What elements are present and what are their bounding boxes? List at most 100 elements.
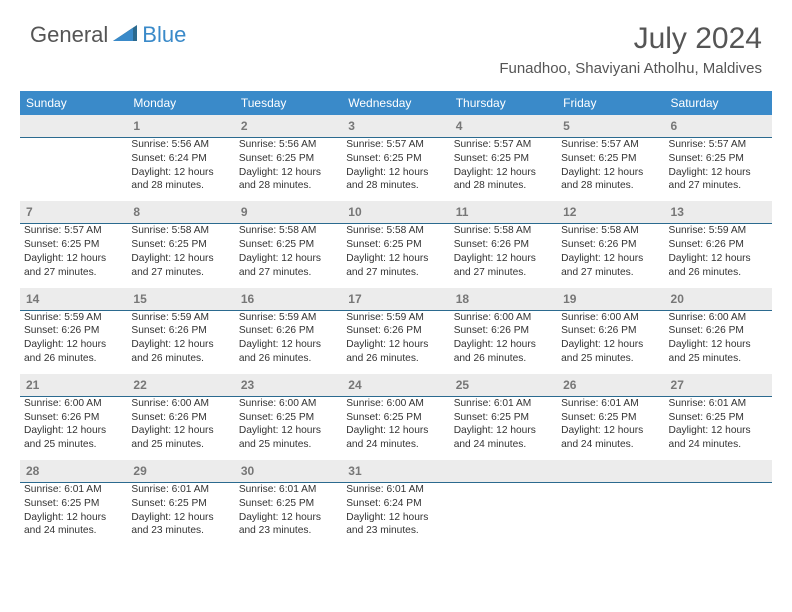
day-detail-row: Sunrise: 5:59 AMSunset: 6:26 PMDaylight:…: [20, 310, 772, 374]
daylight-line: Daylight: 12 hours and 27 minutes.: [239, 252, 338, 280]
day-detail-cell: Sunrise: 5:57 AMSunset: 6:25 PMDaylight:…: [20, 224, 127, 288]
daylight-line: Daylight: 12 hours and 28 minutes.: [239, 166, 338, 194]
day-number-cell: 31: [342, 460, 449, 483]
day-number-cell: 29: [127, 460, 234, 483]
day-number-cell: 1: [127, 115, 234, 138]
day-detail-cell: Sunrise: 5:56 AMSunset: 6:25 PMDaylight:…: [235, 138, 342, 202]
sunrise-line: Sunrise: 6:01 AM: [346, 483, 445, 497]
sunset-line: Sunset: 6:25 PM: [239, 497, 338, 511]
sunrise-line: Sunrise: 5:58 AM: [454, 224, 553, 238]
day-number-cell: 23: [235, 374, 342, 397]
day-number-cell: 7: [20, 201, 127, 224]
sunset-line: Sunset: 6:26 PM: [454, 238, 553, 252]
daylight-line: Daylight: 12 hours and 25 minutes.: [24, 424, 123, 452]
day-detail-cell: Sunrise: 6:00 AMSunset: 6:26 PMDaylight:…: [557, 310, 664, 374]
day-detail-cell: [20, 138, 127, 202]
day-number-cell: 15: [127, 288, 234, 311]
sunrise-line: Sunrise: 5:59 AM: [239, 311, 338, 325]
daylight-line: Daylight: 12 hours and 26 minutes.: [454, 338, 553, 366]
sunset-line: Sunset: 6:26 PM: [131, 411, 230, 425]
day-number-cell: 25: [450, 374, 557, 397]
day-detail-cell: Sunrise: 6:00 AMSunset: 6:26 PMDaylight:…: [20, 396, 127, 460]
daylight-line: Daylight: 12 hours and 24 minutes.: [561, 424, 660, 452]
location-subtitle: Funadhoo, Shaviyani Atholhu, Maldives: [499, 60, 762, 77]
day-detail-cell: Sunrise: 6:01 AMSunset: 6:25 PMDaylight:…: [557, 396, 664, 460]
daylight-line: Daylight: 12 hours and 28 minutes.: [454, 166, 553, 194]
weekday-header: Friday: [557, 91, 664, 115]
sunset-line: Sunset: 6:26 PM: [131, 324, 230, 338]
sunrise-line: Sunrise: 6:00 AM: [131, 397, 230, 411]
daylight-line: Daylight: 12 hours and 25 minutes.: [561, 338, 660, 366]
day-number-cell: 11: [450, 201, 557, 224]
sunset-line: Sunset: 6:25 PM: [561, 411, 660, 425]
daylight-line: Daylight: 12 hours and 28 minutes.: [561, 166, 660, 194]
weekday-header: Tuesday: [235, 91, 342, 115]
daylight-line: Daylight: 12 hours and 25 minutes.: [669, 338, 768, 366]
day-number-cell: 8: [127, 201, 234, 224]
calendar-table: Sunday Monday Tuesday Wednesday Thursday…: [20, 91, 772, 546]
weekday-header: Wednesday: [342, 91, 449, 115]
sunset-line: Sunset: 6:26 PM: [561, 324, 660, 338]
daylight-line: Daylight: 12 hours and 26 minutes.: [131, 338, 230, 366]
daylight-line: Daylight: 12 hours and 27 minutes.: [561, 252, 660, 280]
day-number-cell: 4: [450, 115, 557, 138]
day-number-cell: 9: [235, 201, 342, 224]
day-detail-cell: Sunrise: 6:01 AMSunset: 6:25 PMDaylight:…: [127, 483, 234, 547]
sunrise-line: Sunrise: 5:57 AM: [561, 138, 660, 152]
day-number-row: 14151617181920: [20, 288, 772, 311]
sunrise-line: Sunrise: 6:00 AM: [239, 397, 338, 411]
day-number-cell: 10: [342, 201, 449, 224]
day-number-cell: 27: [665, 374, 772, 397]
day-number-cell: 12: [557, 201, 664, 224]
weekday-header: Saturday: [665, 91, 772, 115]
sunset-line: Sunset: 6:25 PM: [346, 152, 445, 166]
day-number-cell: 2: [235, 115, 342, 138]
day-detail-cell: Sunrise: 5:59 AMSunset: 6:26 PMDaylight:…: [235, 310, 342, 374]
sunset-line: Sunset: 6:25 PM: [454, 411, 553, 425]
day-detail-cell: Sunrise: 5:57 AMSunset: 6:25 PMDaylight:…: [557, 138, 664, 202]
sunset-line: Sunset: 6:25 PM: [669, 152, 768, 166]
day-number-cell: 13: [665, 201, 772, 224]
brand-text-blue: Blue: [142, 22, 186, 48]
sunset-line: Sunset: 6:25 PM: [669, 411, 768, 425]
day-number-row: 123456: [20, 115, 772, 138]
month-title: July 2024: [499, 22, 762, 56]
sunrise-line: Sunrise: 6:01 AM: [669, 397, 768, 411]
day-number-cell: 24: [342, 374, 449, 397]
day-number-cell: 26: [557, 374, 664, 397]
day-number-cell: 19: [557, 288, 664, 311]
day-detail-cell: Sunrise: 5:58 AMSunset: 6:26 PMDaylight:…: [557, 224, 664, 288]
daylight-line: Daylight: 12 hours and 27 minutes.: [454, 252, 553, 280]
day-detail-cell: [450, 483, 557, 547]
day-detail-cell: Sunrise: 5:59 AMSunset: 6:26 PMDaylight:…: [342, 310, 449, 374]
sunrise-line: Sunrise: 5:58 AM: [131, 224, 230, 238]
day-number-row: 78910111213: [20, 201, 772, 224]
weekday-header: Sunday: [20, 91, 127, 115]
sunset-line: Sunset: 6:25 PM: [24, 497, 123, 511]
day-number-cell: 14: [20, 288, 127, 311]
day-detail-cell: Sunrise: 5:57 AMSunset: 6:25 PMDaylight:…: [450, 138, 557, 202]
daylight-line: Daylight: 12 hours and 24 minutes.: [346, 424, 445, 452]
sunset-line: Sunset: 6:26 PM: [454, 324, 553, 338]
day-detail-cell: Sunrise: 5:58 AMSunset: 6:26 PMDaylight:…: [450, 224, 557, 288]
daylight-line: Daylight: 12 hours and 27 minutes.: [24, 252, 123, 280]
sunset-line: Sunset: 6:25 PM: [239, 411, 338, 425]
sunrise-line: Sunrise: 6:01 AM: [239, 483, 338, 497]
sunset-line: Sunset: 6:26 PM: [669, 238, 768, 252]
day-number-cell: 17: [342, 288, 449, 311]
brand-triangle-icon: [113, 23, 139, 48]
sunset-line: Sunset: 6:25 PM: [561, 152, 660, 166]
sunrise-line: Sunrise: 5:59 AM: [24, 311, 123, 325]
sunrise-line: Sunrise: 5:58 AM: [346, 224, 445, 238]
daylight-line: Daylight: 12 hours and 23 minutes.: [239, 511, 338, 539]
daylight-line: Daylight: 12 hours and 26 minutes.: [669, 252, 768, 280]
day-detail-cell: [665, 483, 772, 547]
day-detail-cell: Sunrise: 5:57 AMSunset: 6:25 PMDaylight:…: [665, 138, 772, 202]
day-detail-cell: Sunrise: 6:00 AMSunset: 6:25 PMDaylight:…: [235, 396, 342, 460]
sunset-line: Sunset: 6:26 PM: [24, 324, 123, 338]
day-number-row: 21222324252627: [20, 374, 772, 397]
daylight-line: Daylight: 12 hours and 23 minutes.: [346, 511, 445, 539]
sunset-line: Sunset: 6:26 PM: [669, 324, 768, 338]
sunrise-line: Sunrise: 5:58 AM: [561, 224, 660, 238]
daylight-line: Daylight: 12 hours and 24 minutes.: [454, 424, 553, 452]
